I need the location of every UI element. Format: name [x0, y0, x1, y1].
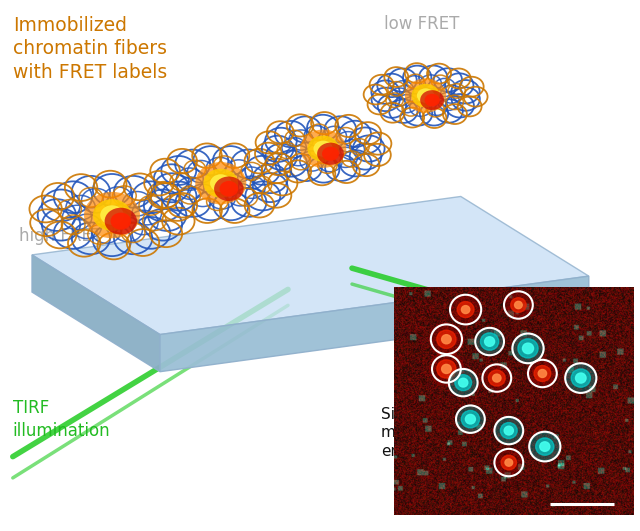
Circle shape [424, 94, 440, 106]
Circle shape [429, 353, 464, 386]
Circle shape [475, 328, 504, 355]
Circle shape [457, 302, 474, 318]
Circle shape [575, 373, 586, 383]
Circle shape [317, 143, 344, 165]
Circle shape [450, 370, 477, 396]
Circle shape [322, 147, 339, 161]
Circle shape [405, 79, 446, 113]
Circle shape [522, 343, 534, 354]
Polygon shape [32, 196, 589, 335]
Circle shape [495, 418, 522, 443]
Circle shape [204, 169, 238, 198]
Circle shape [314, 141, 333, 157]
Circle shape [540, 442, 550, 451]
Circle shape [459, 378, 468, 387]
Circle shape [566, 363, 596, 393]
Circle shape [451, 295, 481, 324]
Circle shape [195, 162, 246, 204]
Circle shape [488, 370, 505, 386]
Text: low FRET: low FRET [384, 15, 460, 33]
Circle shape [538, 370, 547, 378]
Polygon shape [32, 255, 160, 372]
Circle shape [220, 181, 238, 196]
Circle shape [501, 455, 516, 470]
Circle shape [300, 130, 346, 168]
Text: high FRET: high FRET [19, 227, 102, 245]
Text: Single-
molecule
emission: Single- molecule emission [381, 407, 451, 459]
Circle shape [481, 333, 499, 350]
Circle shape [210, 174, 232, 192]
Circle shape [461, 410, 479, 428]
Circle shape [84, 192, 140, 238]
Circle shape [429, 323, 464, 356]
Circle shape [495, 449, 523, 476]
Circle shape [412, 84, 440, 107]
Text: TIRF
illumination: TIRF illumination [13, 399, 111, 440]
Circle shape [534, 365, 551, 381]
Circle shape [518, 339, 538, 358]
Circle shape [307, 135, 339, 162]
Circle shape [530, 433, 559, 460]
Circle shape [456, 405, 485, 433]
Circle shape [93, 199, 131, 231]
Circle shape [100, 205, 124, 225]
Circle shape [505, 459, 513, 466]
Circle shape [504, 292, 532, 318]
Circle shape [442, 335, 451, 344]
Circle shape [515, 302, 522, 309]
Circle shape [214, 176, 244, 201]
Circle shape [104, 208, 137, 235]
Circle shape [512, 333, 544, 364]
Circle shape [571, 369, 590, 387]
Circle shape [417, 88, 435, 103]
Circle shape [484, 337, 495, 346]
Circle shape [461, 305, 470, 314]
Circle shape [536, 438, 554, 455]
Circle shape [500, 423, 517, 439]
Circle shape [511, 298, 526, 312]
Circle shape [437, 330, 456, 348]
Circle shape [527, 359, 557, 388]
Circle shape [465, 414, 476, 424]
Text: Immobilized
chromatin fibers
with FRET labels: Immobilized chromatin fibers with FRET l… [13, 16, 167, 82]
Circle shape [437, 360, 456, 378]
Polygon shape [160, 276, 589, 372]
Circle shape [504, 426, 513, 435]
Circle shape [442, 364, 451, 373]
Circle shape [493, 374, 501, 382]
Circle shape [455, 375, 472, 391]
Circle shape [482, 364, 512, 392]
Circle shape [420, 90, 444, 110]
Circle shape [111, 212, 131, 230]
